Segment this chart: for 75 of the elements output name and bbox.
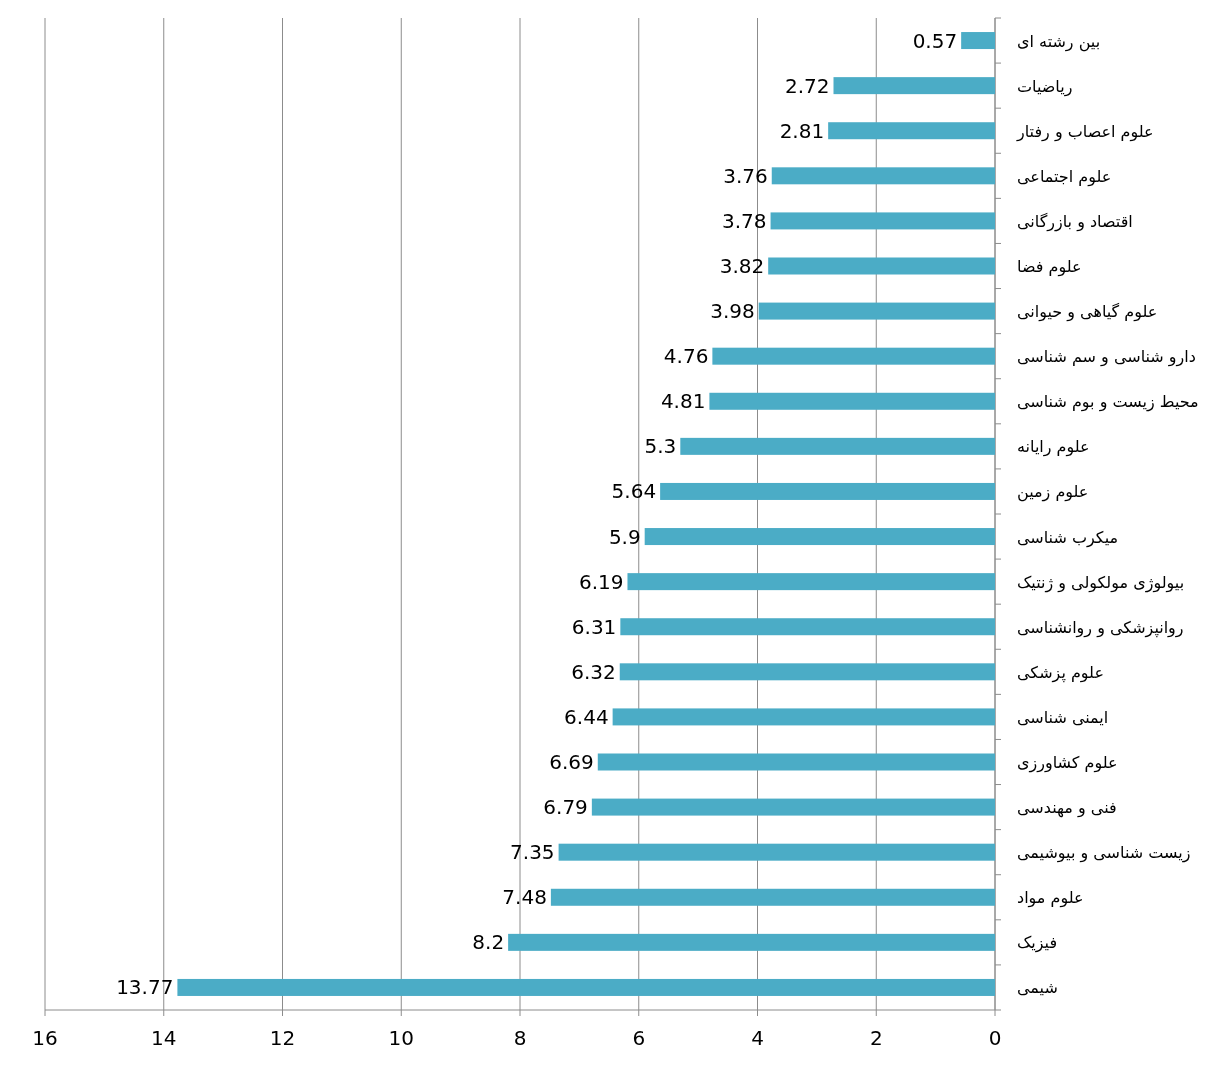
- bar: [550, 888, 995, 906]
- data-label: 6.69: [549, 750, 594, 774]
- y-tick-label: علوم رایانه: [1017, 437, 1090, 458]
- bar: [771, 167, 995, 185]
- data-label: 3.78: [722, 208, 767, 233]
- data-label: 2.81: [779, 118, 825, 143]
- data-label: 5.3: [644, 434, 677, 459]
- y-tick-label: علوم مواد: [1017, 888, 1084, 909]
- y-tick-label: فیزیک: [1017, 933, 1058, 954]
- data-label: 6.32: [571, 659, 616, 684]
- x-tick-label: 4: [751, 1026, 764, 1050]
- data-label: 6.19: [578, 569, 624, 594]
- data-label: 7.48: [502, 885, 547, 910]
- y-tick-label: بین رشته ای: [1017, 31, 1101, 52]
- data-label: 3.82: [719, 254, 765, 278]
- y-tick-label: ایمنی شناسی: [1017, 707, 1109, 727]
- bar: [828, 122, 995, 140]
- data-label: 3.76: [723, 163, 768, 188]
- y-tick-label: علوم زمین: [1017, 482, 1089, 503]
- bar: [619, 663, 995, 681]
- bar: [177, 978, 995, 996]
- data-label: 3.98: [710, 299, 755, 324]
- y-tick-label: علوم اجتماعی: [1017, 166, 1112, 187]
- bar: [644, 528, 995, 546]
- bar: [768, 257, 995, 275]
- y-tick-label: علوم فضا: [1017, 257, 1082, 277]
- y-tick-label: علوم پزشکی: [1017, 662, 1104, 683]
- y-tick-label: روانپزشکی و روانشناسی: [1017, 617, 1184, 638]
- bar: [709, 392, 995, 410]
- bar: [833, 77, 995, 95]
- data-label: 4.76: [663, 344, 709, 369]
- y-tick-label: بیولوژی مولکولی و ژنتیک: [1017, 572, 1185, 593]
- bar: [591, 798, 995, 816]
- x-tick-label: 6: [632, 1026, 646, 1050]
- y-tick-label: اقتصاد و بازرگانی: [1017, 211, 1133, 232]
- bar: [660, 482, 995, 500]
- x-tick-label: 2: [869, 1026, 883, 1050]
- x-tick-label: 12: [269, 1026, 296, 1050]
- y-tick-label: علوم اعصاب و رفتار: [1016, 121, 1154, 142]
- bar: [961, 32, 995, 50]
- data-label: 13.77: [116, 975, 174, 1000]
- data-label: 0.57: [912, 28, 958, 53]
- y-tick-label: زیست شناسی و بیوشیمی: [1017, 843, 1191, 864]
- y-tick-label: فنی و مهندسی: [1017, 798, 1117, 819]
- y-tick-label: میکرب شناسی: [1017, 527, 1119, 548]
- y-tick-label: محیط زیست و بوم شناسی: [1017, 392, 1199, 413]
- data-label: 5.64: [611, 479, 657, 504]
- data-label: 7.35: [510, 840, 555, 865]
- data-label: 6.44: [564, 704, 609, 729]
- data-label: 5.9: [608, 524, 641, 549]
- data-label: 2.72: [784, 73, 830, 98]
- bar: [712, 347, 995, 365]
- y-tick-label: شیمی: [1017, 978, 1058, 998]
- y-tick-label: ریاضیات: [1017, 76, 1073, 97]
- bar: [680, 437, 995, 455]
- bar: [627, 573, 995, 591]
- bar: [620, 618, 995, 636]
- bar: [758, 302, 995, 320]
- y-tick-label: دارو شناسی و سم شناسی: [1017, 347, 1196, 368]
- x-tick-label: 8: [513, 1026, 527, 1050]
- x-tick-label: 14: [151, 1026, 177, 1050]
- data-label: 6.31: [571, 614, 617, 639]
- x-tick-label: 0: [988, 1026, 1002, 1050]
- y-tick-label: علوم گیاهی و حیوانی: [1017, 302, 1158, 323]
- bar: [597, 753, 995, 771]
- bar: [612, 708, 995, 726]
- data-label: 6.79: [543, 795, 588, 820]
- x-tick-label: 16: [32, 1026, 58, 1050]
- data-label: 8.2: [472, 930, 505, 955]
- y-tick-label: علوم کشاورزی: [1017, 753, 1118, 773]
- bar: [770, 212, 995, 230]
- x-tick-label: 10: [388, 1026, 414, 1050]
- bar: [558, 843, 995, 861]
- bar: [508, 933, 995, 951]
- data-label: 4.81: [660, 389, 706, 414]
